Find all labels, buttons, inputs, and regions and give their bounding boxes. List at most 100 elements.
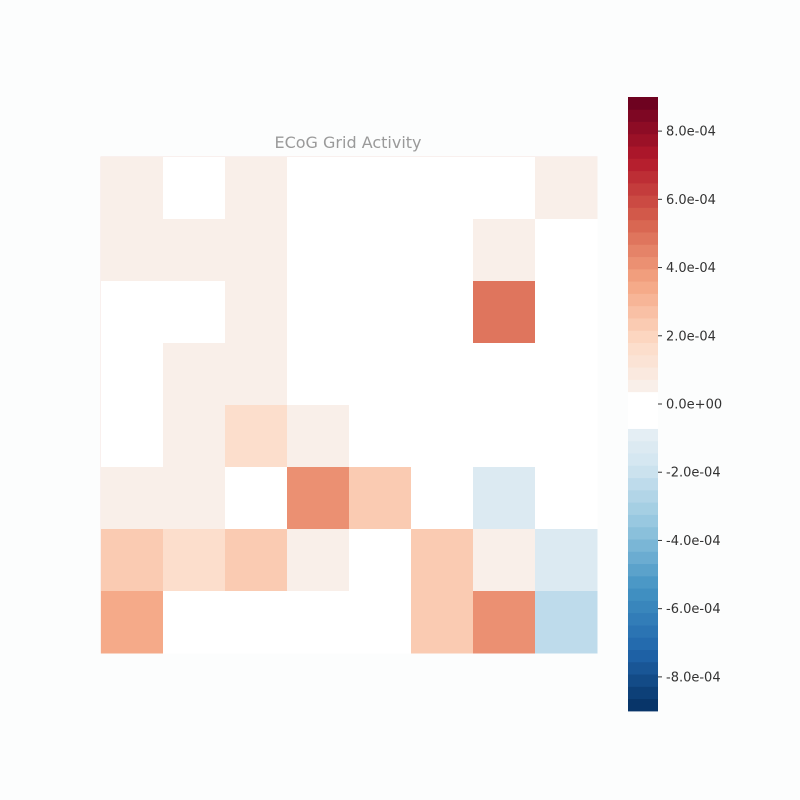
colorbar-segment-23 [628, 416, 658, 429]
colorbar-segment-31 [628, 318, 658, 331]
heatmap-cell-r5-c5 [411, 467, 474, 530]
colorbar-segment-10 [628, 575, 658, 589]
colorbar-segment-40 [628, 207, 658, 221]
heatmap-cell-r1-c3 [287, 219, 350, 282]
heatmap-cell-r0-c0 [101, 157, 164, 220]
heatmap-cell-r5-c6 [473, 467, 536, 530]
colorbar-segment-33 [628, 293, 658, 307]
heatmap-cell-r2-c0 [101, 281, 164, 344]
heatmap-cell-r7-c1 [163, 591, 226, 654]
colorbar-tick-label-1: 6.0e-04 [666, 193, 716, 208]
heatmap-cell-r3-c4 [349, 343, 412, 406]
heatmap-cell-r1-c6 [473, 219, 536, 282]
heatmap-cell-r0-c6 [473, 157, 536, 220]
colorbar-segment-22 [628, 428, 658, 442]
heatmap-cell-r4-c6 [473, 405, 536, 468]
heatmap-cell-r2-c6 [473, 281, 536, 344]
heatmap-cell-r1-c7 [535, 219, 598, 282]
colorbar-segment-47 [628, 121, 658, 135]
colorbar-segment-13 [628, 539, 658, 552]
heatmap-cell-r4-c0 [101, 405, 164, 468]
heatmap-cell-r6-c5 [411, 529, 474, 592]
heatmap-cell-r3-c3 [287, 343, 350, 406]
heatmap-cell-r7-c6 [473, 591, 536, 654]
colorbar-tick-label-3: 2.0e-04 [666, 329, 716, 344]
heatmap-cell-r6-c7 [535, 529, 598, 592]
colorbar-segment-17 [628, 489, 658, 503]
heatmap-cell-r4-c3 [287, 405, 350, 468]
colorbar-segment-44 [628, 158, 658, 172]
heatmap-cell-r2-c3 [287, 281, 350, 344]
heatmap-cell-r6-c4 [349, 529, 412, 592]
colorbar-segment-1 [628, 686, 658, 700]
colorbar-segment-0 [628, 698, 658, 712]
heatmap-cell-r1-c5 [411, 219, 474, 282]
colorbar-segment-49 [628, 97, 658, 110]
colorbar-segment-37 [628, 244, 658, 258]
heatmap-cell-r3-c1 [163, 343, 226, 406]
heatmap-cell-r2-c1 [163, 281, 226, 344]
heatmap-cell-r3-c2 [225, 343, 288, 406]
heatmap-cell-r3-c6 [473, 343, 536, 406]
heatmap-cell-r7-c3 [287, 591, 350, 654]
heatmap-cell-r6-c6 [473, 529, 536, 592]
colorbar-segment-45 [628, 146, 658, 159]
colorbar-segment-7 [628, 612, 658, 626]
colorbar-segment-35 [628, 268, 658, 282]
colorbar-segment-39 [628, 219, 658, 233]
colorbar-segment-48 [628, 109, 658, 122]
heatmap-cell-r7-c2 [225, 591, 288, 654]
heatmap-cell-r5-c2 [225, 467, 288, 530]
colorbar-segment-32 [628, 305, 658, 319]
colorbar-ticks: 8.0e-04 6.0e-04 4.0e-04 2.0e-04 0.0e+00 -2.0e… [658, 125, 722, 685]
heatmap-cell-r7-c5 [411, 591, 474, 654]
colorbar-segment-24 [628, 404, 658, 417]
colorbar-segment-21 [628, 440, 658, 454]
heatmap-cell-r7-c7 [535, 591, 598, 654]
heatmap-cell-r4-c4 [349, 405, 412, 468]
heatmap-cell-r5-c0 [101, 467, 164, 530]
colorbar-segment-4 [628, 649, 658, 663]
heatmap-cell-r1-c4 [349, 219, 412, 282]
colorbar-segment-8 [628, 600, 658, 614]
heatmap-cell-r2-c7 [535, 281, 598, 344]
colorbar-segment-19 [628, 465, 658, 479]
colorbar-segment-15 [628, 514, 658, 528]
heatmap-cell-r6-c3 [287, 529, 350, 592]
heatmap-cell-r3-c5 [411, 343, 474, 406]
colorbar-segment-26 [628, 379, 658, 393]
colorbar-segment-41 [628, 195, 658, 208]
heatmap-cell-r1-c2 [225, 219, 288, 282]
colorbar-segment-27 [628, 367, 658, 380]
colorbar-segment-42 [628, 182, 658, 196]
colorbar-segment-2 [628, 674, 658, 687]
colorbar-segment-38 [628, 232, 658, 245]
colorbar-segment-3 [628, 661, 658, 675]
heatmap-cell-r1-c1 [163, 219, 226, 282]
chart-title: ECoG Grid Activity [274, 133, 421, 152]
colorbar-tick-label-5: -2.0e-04 [666, 466, 721, 481]
heatmap-cell-r6-c0 [101, 529, 164, 592]
colorbar-segment-5 [628, 637, 658, 650]
heatmap-cell-r4-c7 [535, 405, 598, 468]
heatmap-cell-r2-c5 [411, 281, 474, 344]
heatmap-cell-r7-c0 [101, 591, 164, 654]
colorbar-segment-28 [628, 354, 658, 368]
heatmap-cell-r5-c4 [349, 467, 412, 530]
colorbar-segment-6 [628, 625, 658, 638]
heatmap-cell-r0-c3 [287, 157, 350, 220]
heatmap-cell-r4-c5 [411, 405, 474, 468]
colorbar-segment-20 [628, 453, 658, 466]
heatmap-cell-r5-c3 [287, 467, 350, 530]
colorbar-segment-12 [628, 551, 658, 565]
colorbar-segment-11 [628, 563, 658, 577]
colorbar-segment-36 [628, 256, 658, 270]
colorbar-segment-46 [628, 133, 658, 147]
heatmap-cell-r3-c7 [535, 343, 598, 406]
colorbar-tick-label-8: -8.0e-04 [666, 670, 721, 685]
heatmap-cell-r6-c1 [163, 529, 226, 592]
colorbar-segment-25 [628, 391, 658, 405]
heatmap-cell-r4-c1 [163, 405, 226, 468]
colorbar-tick-label-7: -6.0e-04 [666, 602, 721, 617]
colorbar-tick-label-4: 0.0e+00 [666, 398, 722, 413]
